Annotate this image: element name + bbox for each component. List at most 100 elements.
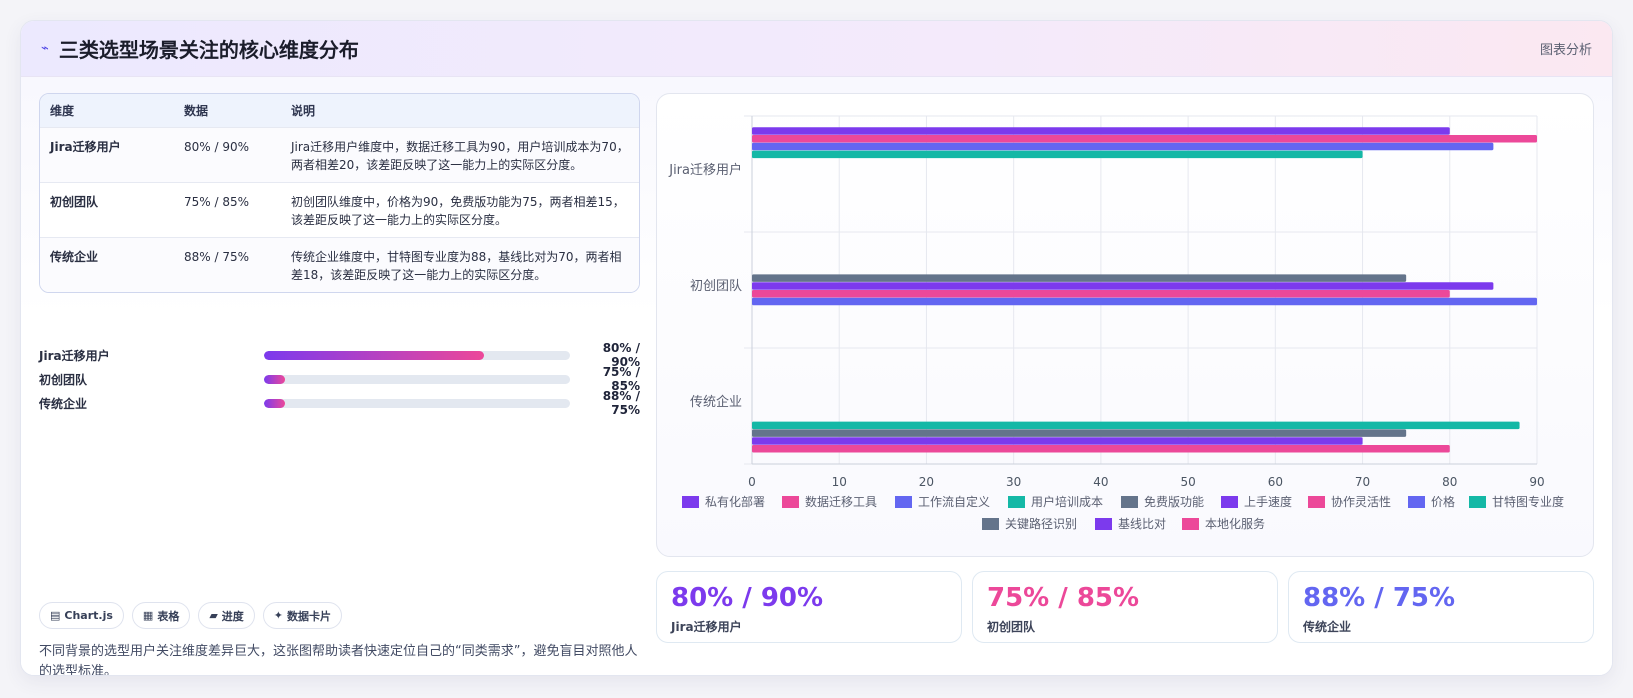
x-tick-label: 10	[832, 475, 847, 489]
legend-label: 数据迁移工具	[805, 494, 877, 509]
legend-swatch	[782, 496, 799, 508]
chart-icon: ▤	[50, 609, 61, 622]
table-cell-description: Jira迁移用户维度中，数据迁移工具为90，用户培训成本为70，两者相差20，该…	[291, 140, 629, 172]
card-title: 三类选型场景关注的核心维度分布	[58, 38, 359, 62]
bar	[752, 297, 1537, 306]
data-table: 维度 数据 说明 Jira迁移用户 80% / 90% Jira迁移用户维度中，…	[39, 93, 640, 293]
table-cell-data: 75% / 85%	[184, 195, 250, 209]
bar	[752, 437, 1363, 445]
lightning-icon: ⌁	[41, 41, 49, 56]
progress-icon: ▰	[209, 609, 218, 622]
legend-label: 价格	[1431, 494, 1455, 509]
x-tick-label: 30	[1006, 475, 1021, 489]
legend-label: 甘特图专业度	[1492, 494, 1564, 509]
legend-label: 私有化部署	[705, 494, 765, 509]
table-cell-description: 传统企业维度中，甘特图专业度为88，基线比对为70，两者相差18，该差距反映了这…	[291, 250, 622, 282]
stat-label: Jira迁移用户	[671, 620, 742, 634]
chip-label: 进度	[221, 609, 244, 623]
chip-table[interactable]: ▦ 表格	[131, 602, 191, 629]
legend-swatch	[1308, 496, 1325, 508]
column-header: 数据	[184, 104, 209, 118]
legend-swatch	[1408, 496, 1425, 508]
bar	[752, 282, 1494, 290]
table-cell-dimension: Jira迁移用户	[50, 140, 121, 154]
legend-label: 工作流自定义	[918, 494, 990, 509]
stat-label: 传统企业	[1303, 620, 1352, 634]
chart-card: ⌁ 三类选型场景关注的核心维度分布 图表分析 维度 数据 说明 Jira迁移用户…	[20, 20, 1613, 676]
progress-label: 传统企业	[39, 396, 88, 411]
table-header: 维度 数据 说明	[40, 94, 639, 127]
progress-fill	[264, 398, 286, 408]
table-cell-data: 80% / 90%	[184, 140, 250, 154]
legend-label: 用户培训成本	[1031, 494, 1103, 509]
progress-value: 88% / 75%	[602, 389, 640, 417]
progress-track	[264, 350, 570, 360]
x-tick-label: 90	[1529, 475, 1544, 489]
stat-value: 80% / 90%	[671, 583, 824, 613]
table-row: Jira迁移用户 80% / 90% Jira迁移用户维度中，数据迁移工具为90…	[40, 127, 639, 182]
progress-fill	[264, 374, 286, 384]
x-tick-label: 0	[748, 475, 756, 489]
stat-card: 88% / 75% 传统企业	[1288, 571, 1594, 643]
progress-row: 初创团队 75% / 85%	[39, 365, 640, 393]
bar	[752, 445, 1450, 453]
bar	[752, 142, 1494, 151]
chip-chartjs[interactable]: ▤ Chart.js	[39, 602, 124, 629]
bar	[752, 135, 1537, 143]
bar	[752, 274, 1407, 282]
legend-swatch	[1469, 496, 1486, 508]
y-tick-label: 传统企业	[690, 394, 742, 410]
legend-swatch	[1121, 496, 1138, 508]
bar	[752, 290, 1450, 298]
progress-label: Jira迁移用户	[39, 348, 110, 363]
chip-progress[interactable]: ▰ 进度	[198, 602, 255, 629]
column-header: 维度	[50, 104, 75, 118]
legend-label: 免费版功能	[1144, 494, 1204, 509]
chip-data-card[interactable]: ✦ 数据卡片	[262, 602, 343, 629]
tech-chips: ▤ Chart.js ▦ 表格 ▰ 进度 ✦ 数据卡片	[39, 602, 343, 629]
card-header: ⌁ 三类选型场景关注的核心维度分布 图表分析	[21, 21, 1612, 77]
stat-cards: 80% / 90% Jira迁移用户 75% / 85% 初创团队 88% / …	[656, 571, 1594, 643]
legend-swatch	[1008, 496, 1025, 508]
x-tick-label: 60	[1268, 475, 1283, 489]
legend-swatch	[895, 496, 912, 508]
table-cell-data: 88% / 75%	[184, 250, 250, 264]
table-cell-dimension: 传统企业	[50, 250, 99, 264]
table-cell-dimension: 初创团队	[50, 195, 99, 209]
bar-chart: 0 10 20 30 40 50 60 70 80 90 Jira迁移用户初创团队传统企业私有化部署…	[668, 115, 1564, 531]
progress-label: 初创团队	[39, 372, 88, 387]
chart-analysis-tag: 图表分析	[1539, 43, 1592, 58]
stat-value: 75% / 85%	[987, 583, 1140, 613]
card-icon: ✦	[273, 609, 284, 622]
progress-value: 80% / 90%	[602, 341, 640, 369]
stat-card: 80% / 90% Jira迁移用户	[656, 571, 962, 643]
x-tick-label: 80	[1442, 475, 1457, 489]
x-tick-label: 50	[1180, 475, 1195, 489]
progress-row: 传统企业 88% / 75%	[39, 389, 640, 417]
bar	[752, 421, 1520, 430]
progress-list: Jira迁移用户 80% / 90% 初创团队 75% / 85% 传统企业 8…	[39, 341, 640, 417]
table-cell-description: 初创团队维度中，价格为90，免费版功能为75，两者相差15，该差距反映了这一能力…	[291, 195, 625, 227]
legend-swatch	[682, 496, 699, 508]
legend-swatch	[1182, 518, 1199, 530]
progress-track	[264, 398, 570, 408]
chip-label: Chart.js	[64, 609, 113, 622]
y-tick-label: Jira迁移用户	[668, 162, 742, 178]
bar	[752, 150, 1363, 159]
stat-label: 初创团队	[987, 620, 1036, 634]
bar	[752, 429, 1407, 437]
table-icon: ▦	[142, 609, 154, 622]
chip-label: 数据卡片	[287, 609, 332, 623]
bar	[752, 127, 1450, 135]
table-row: 传统企业 88% / 75% 传统企业维度中，甘特图专业度为88，基线比对为70…	[40, 237, 639, 292]
x-tick-label: 70	[1355, 475, 1370, 489]
bar-chart-panel: 0 10 20 30 40 50 60 70 80 90 Jira迁移用户 初创团队 传统企业 私有化部署…	[656, 93, 1594, 557]
legend-swatch	[1095, 518, 1112, 530]
table-row: 初创团队 75% / 85% 初创团队维度中，价格为90，免费版功能为75，两者…	[40, 182, 639, 237]
legend-label: 基线比对	[1118, 517, 1166, 531]
chip-label: 表格	[157, 609, 180, 623]
legend-swatch	[1221, 496, 1238, 508]
legend-label: 协作灵活性	[1331, 494, 1391, 509]
x-tick-label: 40	[1093, 475, 1108, 489]
stat-card: 75% / 85% 初创团队	[972, 571, 1278, 643]
